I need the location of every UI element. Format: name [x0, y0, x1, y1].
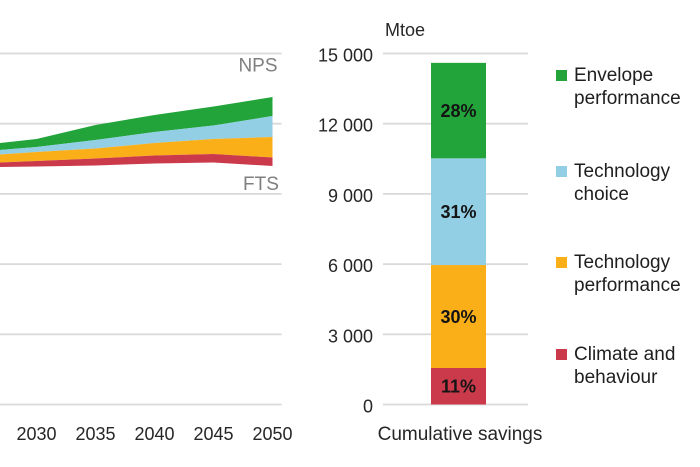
nps-label: NPS: [238, 56, 277, 77]
bar-ytick-9-000: 9 000: [328, 186, 373, 206]
bar-pct-label-envelope-performance: 28%: [440, 101, 476, 121]
bar-segment-technology-choice: [431, 158, 486, 266]
bar-ytick-12-000: 12 000: [318, 116, 373, 136]
bar-xaxis-label: Cumulative savings: [378, 424, 543, 445]
bar-segment-technology-performance: [431, 265, 486, 368]
bar-ytick-15-000: 15 000: [318, 46, 373, 66]
area-xtick-2035: 2035: [75, 424, 115, 444]
area-xtick-2030: 2030: [16, 424, 56, 444]
area-xtick-2040: 2040: [134, 424, 174, 444]
area-band-technology-performance: [0, 137, 273, 163]
bar-ytick-0: 0: [363, 397, 373, 417]
bar-pct-label-technology-performance: 30%: [440, 307, 476, 327]
area-xtick-2045: 2045: [193, 424, 233, 444]
bar-segment-climate-and-behaviour: [431, 367, 486, 405]
bar-segment-envelope-performance: [431, 62, 486, 159]
bar-pct-label-climate-and-behaviour: 11%: [441, 377, 476, 397]
y-axis-title: Mtoe: [385, 20, 425, 40]
bar-ytick-3-000: 3 000: [328, 326, 373, 346]
bar-ytick-6-000: 6 000: [328, 256, 373, 276]
area-band-climate-and-behaviour: [0, 154, 273, 167]
fts-label: FTS: [243, 174, 279, 195]
area-band-envelope-performance: [0, 97, 273, 150]
bar-pct-label-technology-choice: 31%: [440, 202, 476, 222]
area-band-technology-choice: [0, 116, 273, 155]
area-xtick-2050: 2050: [252, 424, 292, 444]
